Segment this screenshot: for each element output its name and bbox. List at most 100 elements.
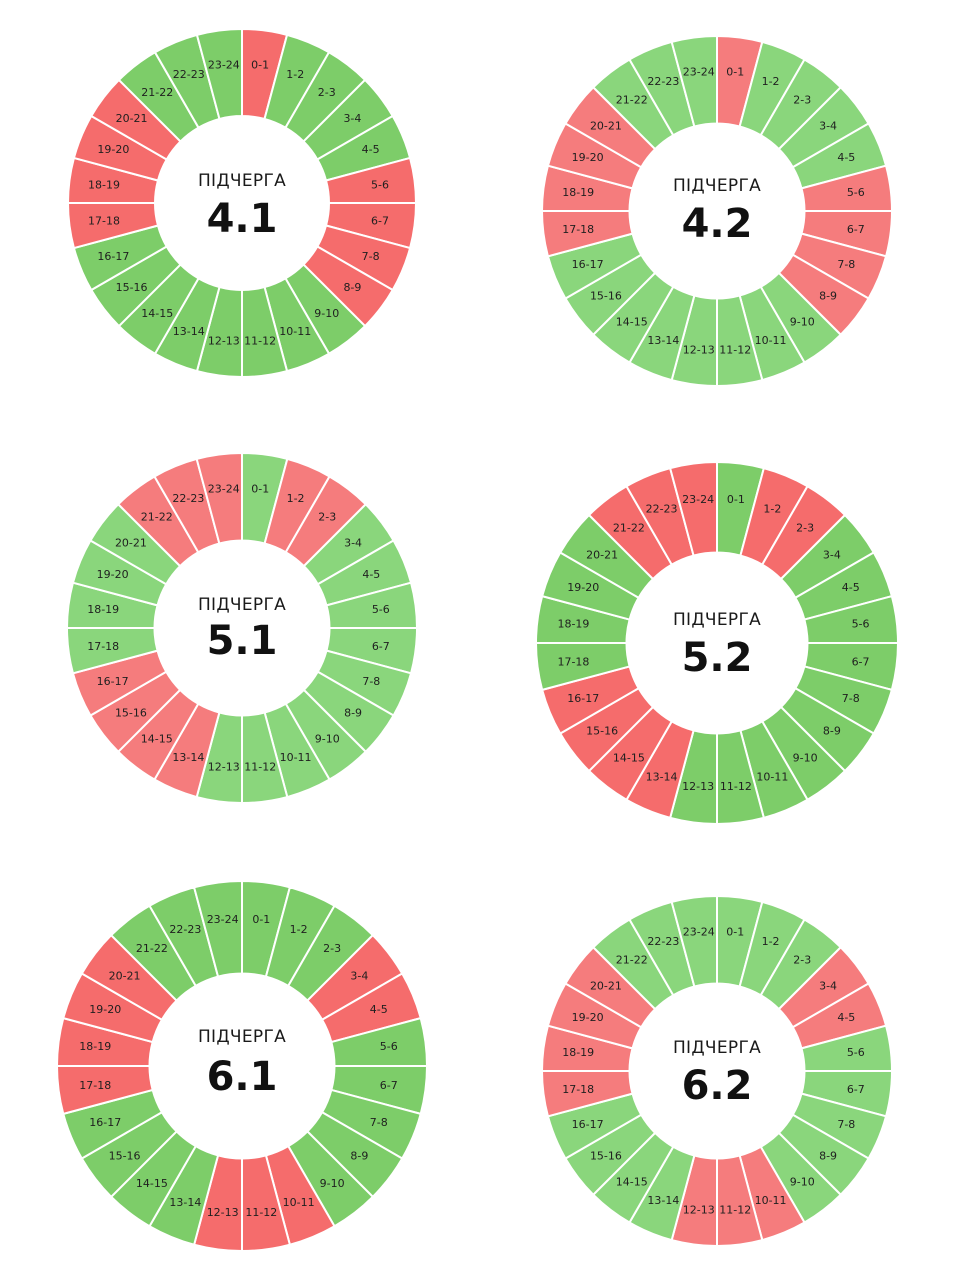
hour-label: 10-11 [280, 751, 312, 764]
hour-label: 4-5 [842, 581, 860, 594]
hour-label: 14-15 [616, 1176, 648, 1189]
subqueue-number: 5.1 [207, 618, 278, 664]
hour-label: 7-8 [362, 250, 380, 263]
hour-label: 11-12 [719, 343, 751, 356]
hour-segment-23-24-on [192, 879, 243, 978]
hour-label: 9-10 [790, 316, 815, 329]
subqueue-number: 6.2 [682, 1063, 753, 1109]
hour-label: 13-14 [173, 325, 205, 338]
hour-label: 19-20 [97, 143, 129, 156]
hour-label: 15-16 [590, 290, 622, 303]
hour-label: 8-9 [343, 281, 361, 294]
hour-label: 17-18 [79, 1079, 111, 1092]
hour-label: 19-20 [572, 1011, 604, 1024]
hour-label: 10-11 [755, 334, 787, 347]
hour-label: 15-16 [586, 725, 618, 738]
hour-label: 14-15 [613, 751, 645, 764]
hour-label: 20-21 [590, 119, 622, 132]
hour-label: 11-12 [244, 335, 276, 348]
hour-label: 16-17 [89, 1116, 121, 1129]
hour-label: 14-15 [141, 733, 173, 746]
hour-label: 1-2 [762, 935, 780, 948]
hour-label: 2-3 [323, 942, 341, 955]
hour-label: 23-24 [683, 66, 715, 79]
hour-label: 9-10 [315, 733, 340, 746]
hour-label: 22-23 [647, 75, 679, 88]
hour-label: 12-13 [683, 343, 715, 356]
hour-label: 23-24 [208, 483, 240, 496]
hour-label: 22-23 [646, 503, 678, 516]
hour-label: 8-9 [344, 707, 362, 720]
hour-label: 1-2 [763, 503, 781, 516]
hour-label: 23-24 [207, 913, 239, 926]
hour-label: 20-21 [590, 979, 622, 992]
hour-label: 18-19 [88, 178, 120, 191]
hour-label: 23-24 [683, 926, 715, 939]
hour-label: 2-3 [318, 86, 336, 99]
hour-label: 20-21 [116, 112, 148, 125]
hour-label: 12-13 [683, 1203, 715, 1216]
hour-label: 21-22 [136, 942, 168, 955]
hour-label: 17-18 [87, 640, 119, 653]
hour-label: 5-6 [372, 603, 390, 616]
hour-label: 7-8 [370, 1116, 388, 1129]
subqueue-number: 4.1 [207, 196, 278, 242]
wheel-segments [66, 27, 418, 379]
hour-label: 19-20 [97, 568, 129, 581]
hour-label: 21-22 [613, 522, 645, 535]
hour-label: 17-18 [562, 223, 594, 236]
hour-label: 2-3 [793, 953, 811, 966]
hour-label: 12-13 [208, 335, 240, 348]
hour-label: 12-13 [207, 1206, 239, 1219]
subqueue-number: 4.2 [682, 201, 753, 247]
wheel-hour-labels: 0-11-22-33-44-55-66-77-88-99-1010-1111-1… [557, 493, 869, 793]
hour-label: 17-18 [557, 655, 589, 668]
hour-label: 16-17 [572, 258, 604, 271]
hour-label: 9-10 [790, 1176, 815, 1189]
hour-label: 3-4 [819, 119, 837, 132]
subqueue-caption: ПІДЧЕРГА [198, 171, 286, 191]
hour-label: 2-3 [318, 510, 336, 523]
hour-label: 14-15 [616, 316, 648, 329]
hour-segment-23-24-off [195, 451, 243, 545]
hour-label: 0-1 [727, 493, 745, 506]
hour-label: 20-21 [115, 536, 147, 549]
hour-segment-23-24-on [670, 34, 718, 128]
hour-label: 16-17 [572, 1118, 604, 1131]
hour-label: 9-10 [314, 307, 339, 320]
hour-label: 11-12 [244, 760, 276, 773]
hour-label: 22-23 [169, 923, 201, 936]
hour-label: 15-16 [115, 707, 147, 720]
hour-segment-23-24-off [668, 460, 718, 557]
hour-label: 20-21 [109, 969, 141, 982]
hour-label: 13-14 [647, 1194, 679, 1207]
hour-label: 21-22 [141, 510, 173, 523]
hour-label: 3-4 [819, 979, 837, 992]
hour-label: 0-1 [726, 926, 744, 939]
hour-label: 13-14 [646, 770, 678, 783]
hour-label: 3-4 [344, 536, 362, 549]
hour-label: 11-12 [720, 780, 752, 793]
hour-label: 4-5 [370, 1003, 388, 1016]
hour-label: 18-19 [79, 1040, 111, 1053]
hour-label: 6-7 [847, 1083, 865, 1096]
hour-label: 6-7 [852, 655, 870, 668]
hour-label: 21-22 [141, 86, 173, 99]
hour-label: 1-2 [286, 68, 304, 81]
hour-label: 5-6 [380, 1040, 398, 1053]
hour-segment-23-24-on [195, 27, 243, 121]
hour-label: 1-2 [762, 75, 780, 88]
hour-label: 0-1 [251, 58, 269, 71]
hour-label: 3-4 [350, 969, 368, 982]
hour-label: 19-20 [89, 1003, 121, 1016]
hour-label: 18-19 [562, 186, 594, 199]
hour-label: 5-6 [847, 186, 865, 199]
hour-label: 2-3 [796, 522, 814, 535]
hour-label: 23-24 [682, 493, 714, 506]
hour-label: 11-12 [245, 1206, 277, 1219]
hour-label: 19-20 [567, 581, 599, 594]
wheel-hour-labels: 0-11-22-33-44-55-66-77-88-99-1010-1111-1… [88, 58, 389, 347]
subqueue-caption: ПІДЧЕРГА [673, 1038, 761, 1058]
hour-label: 22-23 [172, 492, 204, 505]
